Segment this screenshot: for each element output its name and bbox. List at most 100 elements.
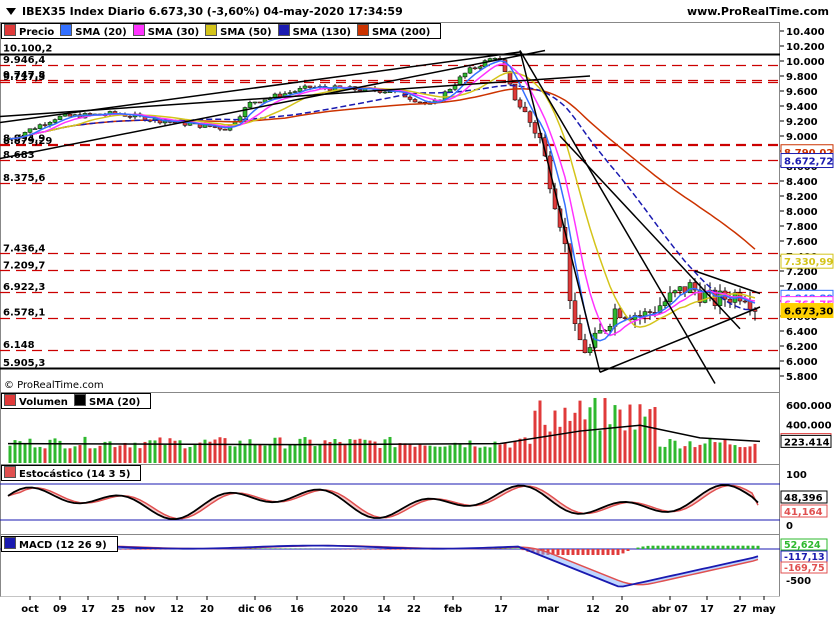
volume-bar <box>683 446 687 463</box>
volume-bar <box>548 431 552 463</box>
volume-bar <box>728 444 732 463</box>
macd-legend[interactable]: MACD (12 26 9) <box>1 536 118 552</box>
candle-body <box>567 243 573 302</box>
legend-label: SMA (20) <box>88 397 141 408</box>
chart-title: IBEX35 Index Diario 6.673,30 (-3,60%) 04… <box>22 5 403 18</box>
x-tick-label: oct <box>21 604 39 615</box>
macd-histogram-bar <box>726 545 730 549</box>
volume-bar <box>93 448 97 463</box>
dropdown-triangle-icon[interactable] <box>6 8 16 15</box>
candle-body <box>622 317 628 319</box>
candle-body <box>502 59 508 72</box>
candles <box>7 55 758 356</box>
volume-bar <box>158 437 162 463</box>
macd-histogram-bar <box>581 549 585 555</box>
y-tick-label: 5.800 <box>786 372 818 383</box>
volume-bar <box>253 444 257 463</box>
candle-body <box>32 128 38 130</box>
legend-swatch-icon <box>356 24 369 36</box>
x-tick-label: 27 <box>733 604 747 615</box>
macd-histogram-bar <box>736 545 740 549</box>
trend-line <box>694 270 761 295</box>
y-tick-label: 7.600 <box>786 237 818 248</box>
site-url[interactable]: www.ProRealTime.com <box>686 5 829 18</box>
macd-histogram-bar <box>501 548 505 549</box>
macd-histogram-bar <box>521 549 525 551</box>
volume-bar <box>363 439 367 463</box>
macd-histogram-bar <box>511 548 515 549</box>
volume-bar <box>573 412 577 463</box>
volume-bar <box>208 441 212 463</box>
legend-item: SMA (200) <box>356 24 430 38</box>
volume-bar <box>368 440 372 463</box>
macd-histogram-bar <box>126 549 130 550</box>
macd-histogram-bar <box>506 548 510 549</box>
volume-bar <box>248 439 252 463</box>
macd-histogram-bar <box>666 545 670 549</box>
candle-body <box>577 323 583 341</box>
candle-body <box>607 326 613 331</box>
volume-bar <box>138 448 142 463</box>
x-tick-label: 22 <box>407 604 421 615</box>
volume-bar <box>173 440 177 463</box>
legend-swatch-icon <box>4 394 16 406</box>
macd-histogram-bar <box>601 549 605 555</box>
y-tick-label: 9.400 <box>786 102 818 113</box>
candle-body <box>257 101 263 104</box>
candle-body <box>87 113 93 115</box>
volume-bar <box>698 444 702 463</box>
volume-bar <box>518 438 522 463</box>
candle-body <box>67 113 73 117</box>
volume-bar <box>628 404 632 463</box>
volume-bar <box>693 447 697 463</box>
stoch-d-line <box>7 484 759 520</box>
sma30-line <box>9 63 756 337</box>
volume-bar <box>383 439 387 463</box>
y-tick-label: 9.800 <box>786 72 818 83</box>
macd-histogram-bar <box>116 549 120 550</box>
volume-bar <box>103 441 107 463</box>
y-tick-label: 10.000 <box>786 57 825 68</box>
macd-histogram-bar <box>271 548 275 549</box>
macd-histogram-bar <box>656 545 660 549</box>
y-tick-label: 6.400 <box>786 327 818 338</box>
candle-body <box>52 119 58 123</box>
stochastic-legend[interactable]: Estocástico (14 3 5) <box>1 465 142 481</box>
macd-histogram-bar <box>626 549 630 552</box>
macd-value-tag-text: -117,13 <box>784 552 825 563</box>
price-value-tag-text: 6.673,30 <box>784 307 833 318</box>
price-panel-frame <box>0 22 780 393</box>
candle-body <box>477 66 483 69</box>
candle-body <box>542 137 548 157</box>
x-tick-label: 2020 <box>330 604 358 615</box>
volume-bar <box>623 430 627 463</box>
price-value-tag-text: 7.330,99 <box>784 257 833 268</box>
macd-histogram-bar <box>611 549 615 555</box>
stoch-y-tick: 100 <box>786 470 807 481</box>
volume-bar <box>148 440 152 463</box>
candle-body <box>582 339 588 353</box>
candle-body <box>597 330 603 334</box>
volume-sma-line <box>7 424 761 446</box>
volume-bar <box>38 446 42 463</box>
volume-bar <box>663 446 667 463</box>
volume-legend[interactable]: Volumen SMA (20) <box>1 393 152 409</box>
volume-bar <box>358 438 362 463</box>
candle-body <box>462 72 468 78</box>
candle-body <box>687 282 693 293</box>
volume-bar <box>483 446 487 463</box>
level-label: 7.209,7 <box>3 260 45 271</box>
volume-y-tick: 600.000 <box>786 401 832 412</box>
legend-swatch-icon <box>4 537 16 549</box>
volume-bar <box>213 439 217 463</box>
candle-body <box>287 92 293 94</box>
price-legend[interactable]: Precio SMA (20) SMA (30) SMA (50) SMA (130) S… <box>1 23 442 39</box>
volume-bar <box>508 447 512 463</box>
legend-item: SMA (20) <box>60 24 127 38</box>
macd-histogram-bar <box>641 546 645 549</box>
volume-bar <box>293 444 297 463</box>
volume-value-tag-text: 223.414 <box>784 437 830 448</box>
macd-histogram-bar <box>741 545 745 549</box>
macd-histogram-bar <box>661 545 665 549</box>
level-label: 10.100,2 <box>3 44 52 55</box>
